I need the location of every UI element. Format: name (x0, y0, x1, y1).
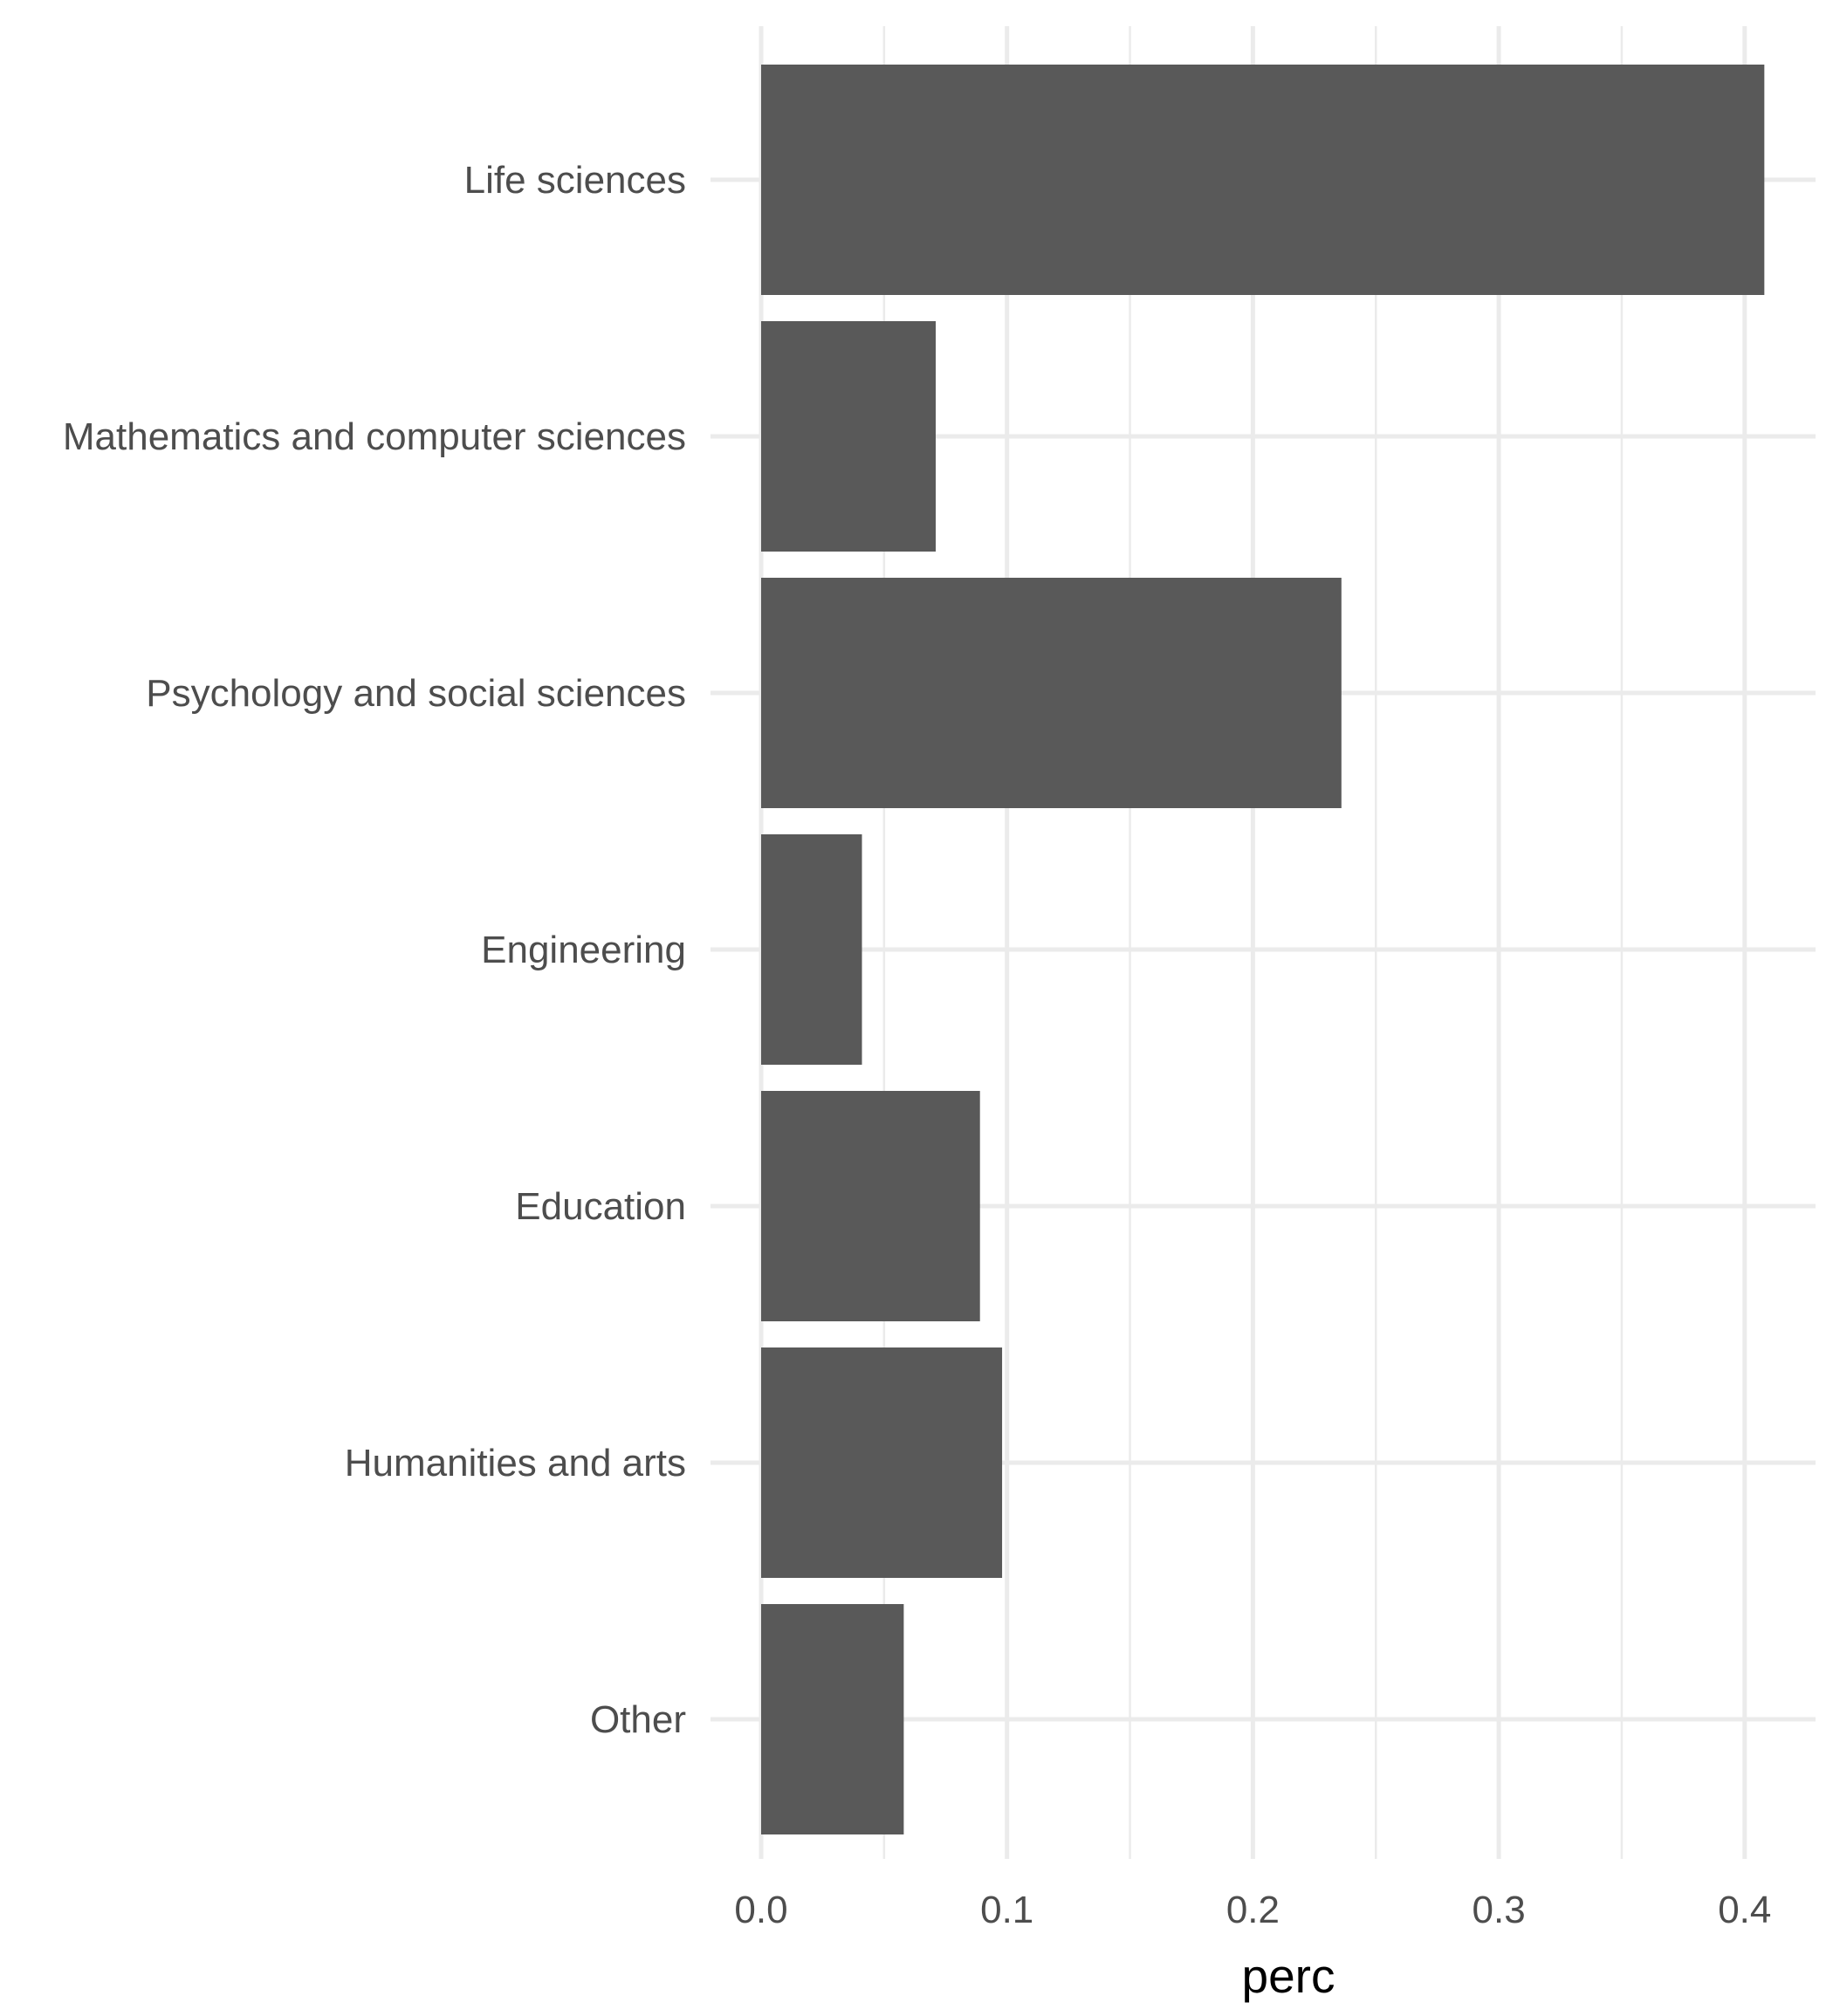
bar-mathematics-and-computer-sciences (761, 321, 937, 552)
bar-life-sciences (761, 65, 1765, 295)
x-tick-label: 0.1 (980, 1889, 1033, 1931)
bar-engineering (761, 834, 862, 1065)
bar-other (761, 1604, 904, 1834)
bar-humanities-and-arts (761, 1347, 1003, 1578)
bar-education (761, 1091, 980, 1321)
bar-psychology-and-social-sciences (761, 578, 1342, 808)
grid-layer (711, 26, 1816, 1859)
category-label: Engineering (481, 929, 686, 971)
category-label: Education (515, 1185, 686, 1228)
x-tick-label: 0.3 (1473, 1889, 1526, 1931)
x-axis-title: perc (1242, 1949, 1335, 2003)
category-label: Mathematics and computer sciences (63, 415, 686, 458)
x-tick-label: 0.0 (734, 1889, 787, 1931)
x-tick-labels: 0.0 0.1 0.2 0.3 0.4 (734, 1889, 1771, 1931)
x-tick-label: 0.2 (1226, 1889, 1280, 1931)
bar-layer (761, 65, 1765, 1834)
category-label: Psychology and social sciences (146, 672, 686, 715)
category-label: Humanities and arts (345, 1442, 686, 1485)
category-label: Other (590, 1698, 686, 1741)
category-labels: Life sciences Mathematics and computer sc… (63, 159, 686, 1741)
x-tick-label: 0.4 (1718, 1889, 1771, 1931)
category-label: Life sciences (464, 159, 686, 202)
